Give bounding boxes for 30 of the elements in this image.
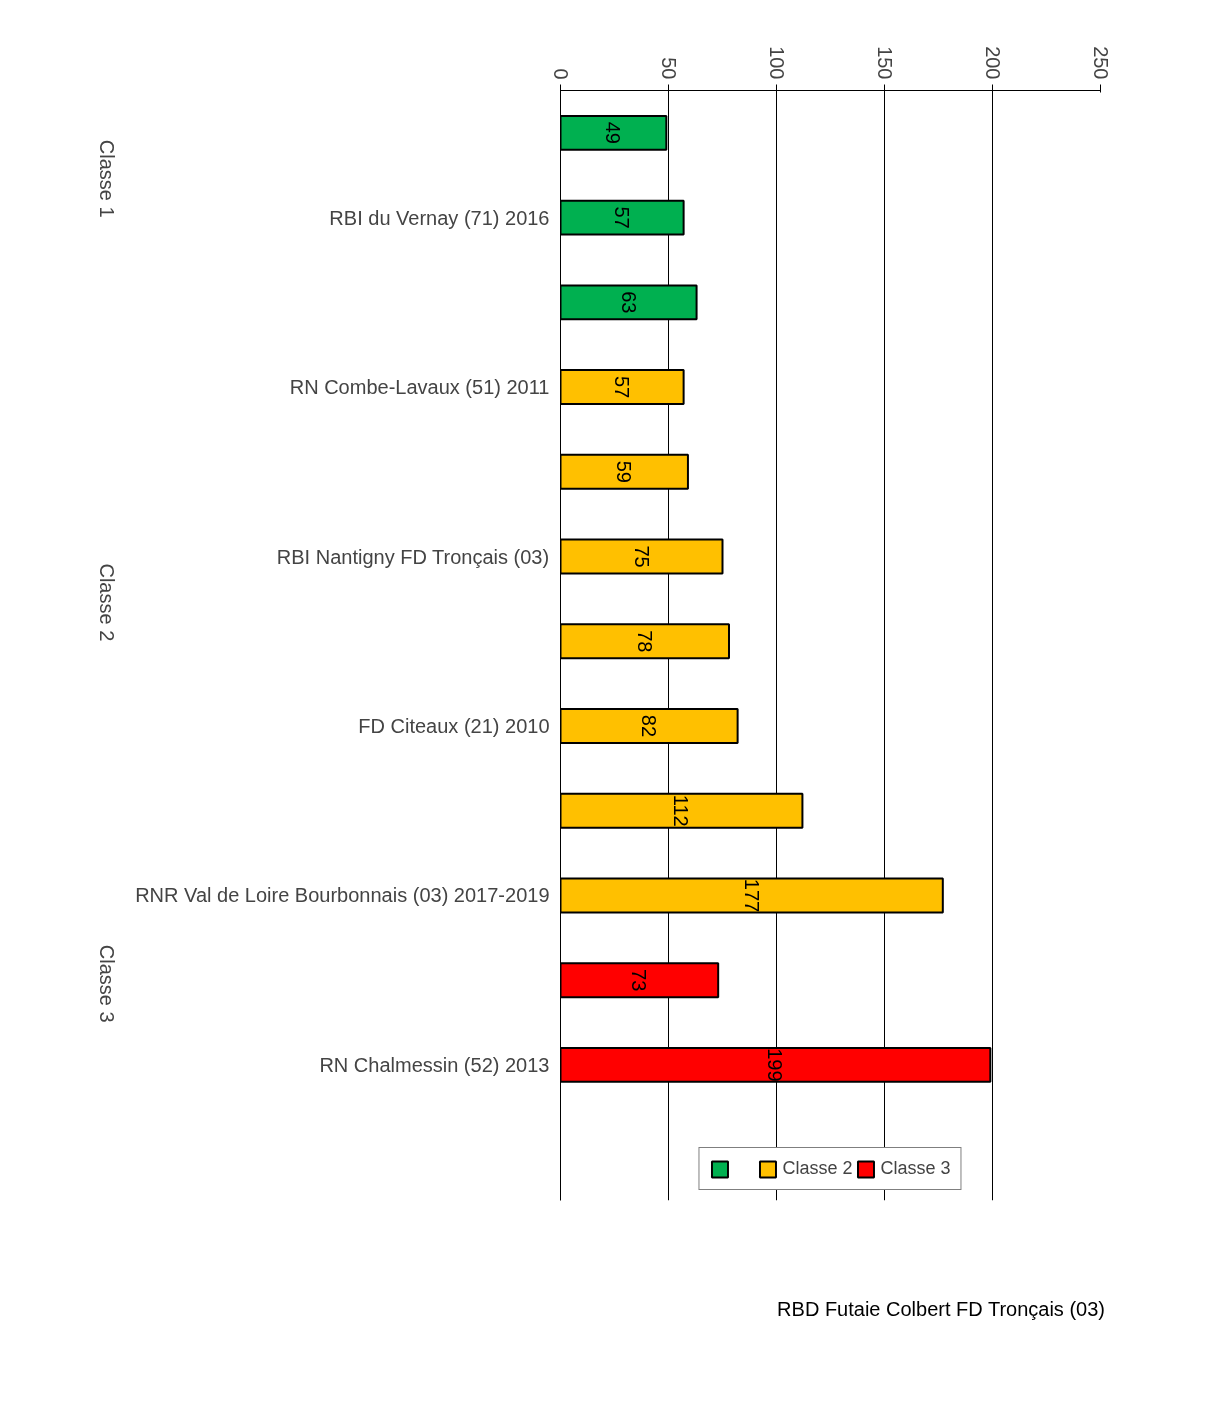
data-label: 73: [628, 969, 651, 992]
y-tick-label: RBI du Vernay (71) 2016: [329, 206, 550, 229]
legend-label: Classe 3: [880, 1158, 951, 1179]
x-tick-label: 250: [1089, 46, 1112, 80]
data-label: 57: [611, 206, 634, 229]
x-tick-label: 150: [873, 46, 896, 80]
y-tick-label: FD Citeaux (21) 2010: [358, 715, 550, 737]
y-tick-label: RNR Val de Loire Bourbonnais (03) 2017-2019: [135, 884, 550, 907]
x-tick-label: 100: [765, 46, 788, 80]
y-tick-label: RN Chalmessin (52) 2013: [319, 1053, 550, 1076]
data-label: 59: [613, 460, 636, 483]
legend-label: Classe 2: [782, 1158, 853, 1179]
y-tick-label: RBI Nantigny FD Tronçais (03): [276, 545, 550, 568]
data-label: 199: [764, 1048, 787, 1082]
text: Classe 2: [95, 563, 118, 642]
text: Classe 3: [95, 944, 118, 1023]
data-label: 82: [638, 714, 661, 738]
data-label: 57: [611, 375, 634, 399]
text: RBD Futaie Colbert FD Tronçais (03): [777, 1297, 1105, 1322]
x-tick-label: 50: [657, 57, 680, 80]
data-label: 78: [633, 630, 656, 653]
data-label: 177: [740, 878, 763, 913]
data-label: 75: [630, 545, 653, 568]
data-label: 49: [602, 121, 625, 144]
data-label: 63: [617, 291, 640, 314]
x-tick-label: 0: [549, 68, 572, 80]
x-tick-label: 200: [981, 46, 1004, 80]
data-label: 112: [670, 794, 693, 827]
text: Classe 1: [95, 139, 118, 218]
y-tick-label: RN Combe-Lavaux (51) 2011: [289, 376, 550, 399]
